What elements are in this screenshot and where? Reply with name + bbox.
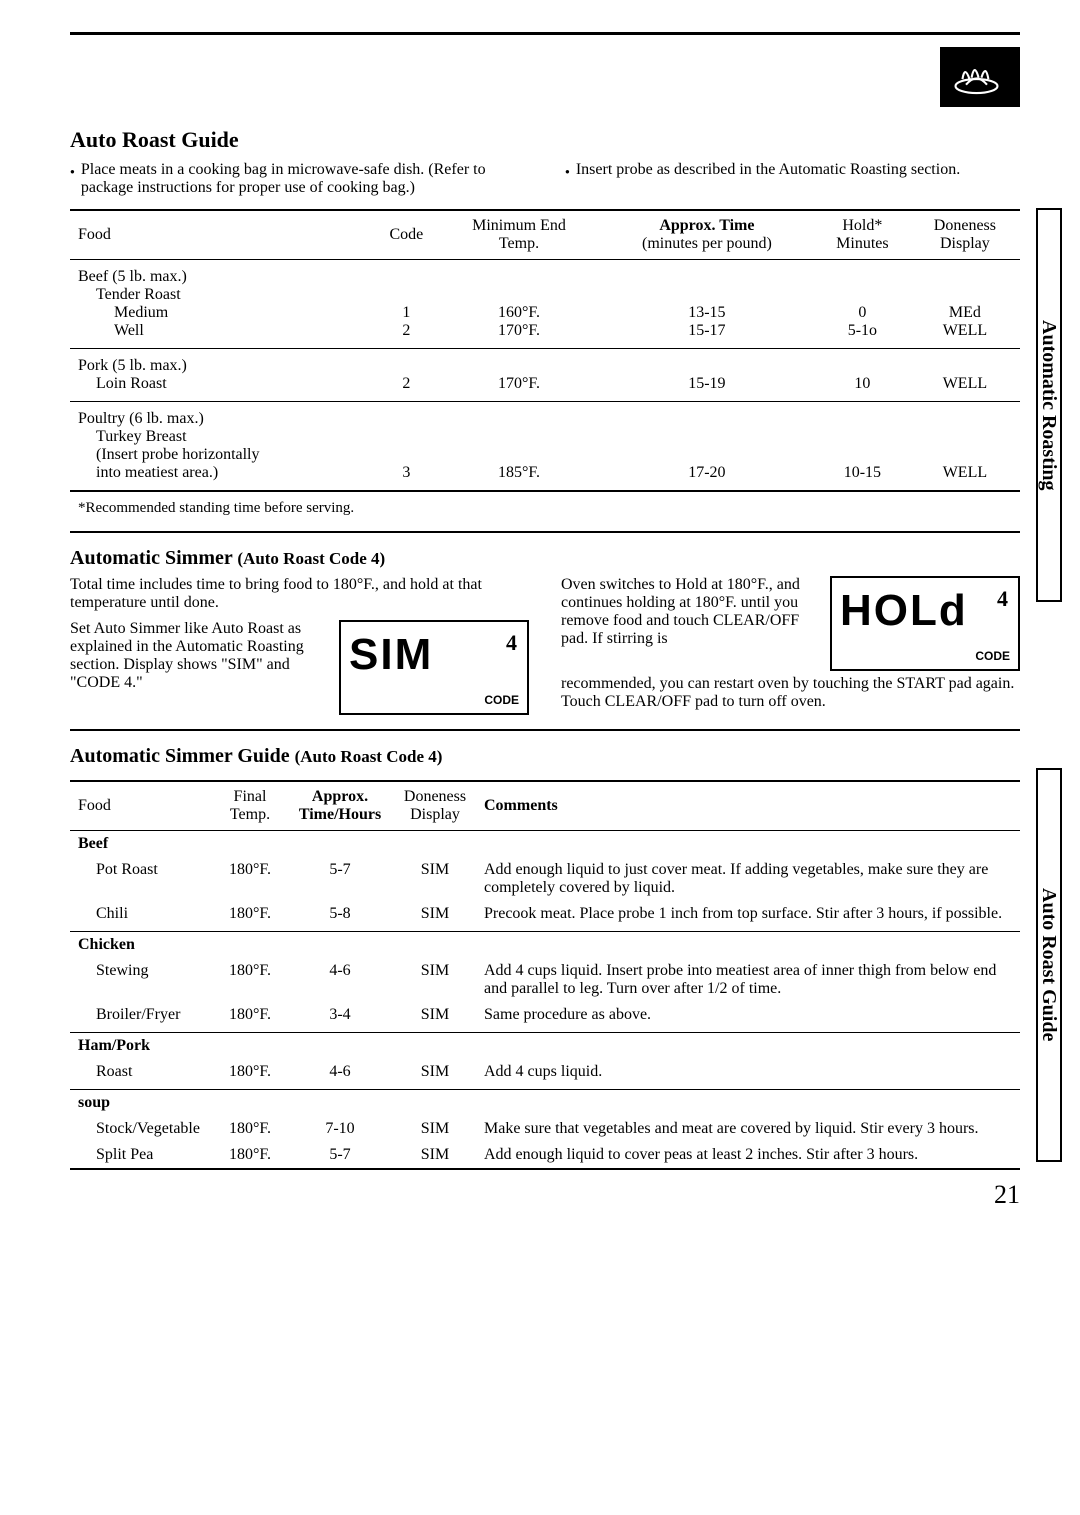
col-code: Code <box>374 210 440 260</box>
table-row: Pot Roast180°F.5-7SIMAdd enough liquid t… <box>70 857 1020 901</box>
simmer-p4: recommended, you can restart oven by tou… <box>561 675 1020 711</box>
simmer-guide-title: Automatic Simmer Guide (Auto Roast Code … <box>70 745 1020 768</box>
footnote: *Recommended standing time before servin… <box>78 500 1020 517</box>
intro-columns: Place meats in a cooking bag in microwav… <box>70 161 1020 197</box>
table-row: soup <box>70 1090 1020 1117</box>
page-number: 21 <box>70 1180 1020 1210</box>
simmer-p1: Total time includes time to bring food t… <box>70 576 529 612</box>
auto-simmer-title: Automatic Simmer (Auto Roast Code 4) <box>70 547 1020 570</box>
simmer-columns: Total time includes time to bring food t… <box>70 576 1020 715</box>
table-row: Pork (5 lb. max.)Loin Roast2170°F.15-191… <box>70 349 1020 402</box>
roast-icon <box>940 47 1020 107</box>
rule <box>70 531 1020 533</box>
table-row: Split Pea180°F.5-7SIMAdd enough liquid t… <box>70 1142 1020 1169</box>
table-row: Poultry (6 lb. max.)Turkey Breast(Insert… <box>70 402 1020 492</box>
col-time: Approx.Time/Hours <box>290 781 390 831</box>
table-row: Stock/Vegetable180°F.7-10SIMMake sure th… <box>70 1116 1020 1142</box>
col-time: Approx. Time(minutes per pound) <box>599 210 815 260</box>
intro-left: Place meats in a cooking bag in microwav… <box>70 161 525 197</box>
intro-right: Insert probe as described in the Automat… <box>565 161 1020 179</box>
top-rule <box>70 32 1020 35</box>
simmer-table: Food FinalTemp. Approx.Time/Hours Donene… <box>70 780 1020 1170</box>
simmer-p2: Set Auto Simmer like Auto Roast as expla… <box>70 620 325 692</box>
auto-roast-title: Auto Roast Guide <box>70 127 1020 153</box>
roast-table: Food Code Minimum EndTemp. Approx. Time(… <box>70 209 1020 492</box>
col-done: DonenessDisplay <box>390 781 480 831</box>
side-tab-guide: Auto Roast Guide <box>1036 770 1062 1160</box>
rule <box>70 729 1020 731</box>
simmer-p3: Oven switches to Hold at 180°F., and con… <box>561 576 816 648</box>
table-row: Ham/Pork <box>70 1033 1020 1060</box>
page: Automatic Roasting Auto Roast Guide Auto… <box>0 0 1080 1242</box>
table-row: Chicken <box>70 932 1020 959</box>
lcd-sim: SIM 4 CODE <box>339 620 529 715</box>
col-food: Food <box>70 210 374 260</box>
table-row: Beef (5 lb. max.)Tender RoastMediumWell1… <box>70 260 1020 349</box>
col-temp: FinalTemp. <box>210 781 290 831</box>
table-row: Broiler/Fryer180°F.3-4SIMSame procedure … <box>70 1002 1020 1033</box>
col-temp: Minimum EndTemp. <box>439 210 599 260</box>
col-comments: Comments <box>480 781 1020 831</box>
col-done: DonenessDisplay <box>910 210 1020 260</box>
table-row: Beef <box>70 831 1020 858</box>
table-row: Roast180°F.4-6SIMAdd 4 cups liquid. <box>70 1059 1020 1090</box>
side-tab-roasting: Automatic Roasting <box>1036 210 1062 600</box>
lcd-hold: HOLd 4 CODE <box>830 576 1020 671</box>
col-hold: Hold*Minutes <box>815 210 910 260</box>
col-food: Food <box>70 781 210 831</box>
table-row: Stewing180°F.4-6SIMAdd 4 cups liquid. In… <box>70 958 1020 1002</box>
table-row: Chili180°F.5-8SIMPrecook meat. Place pro… <box>70 901 1020 932</box>
